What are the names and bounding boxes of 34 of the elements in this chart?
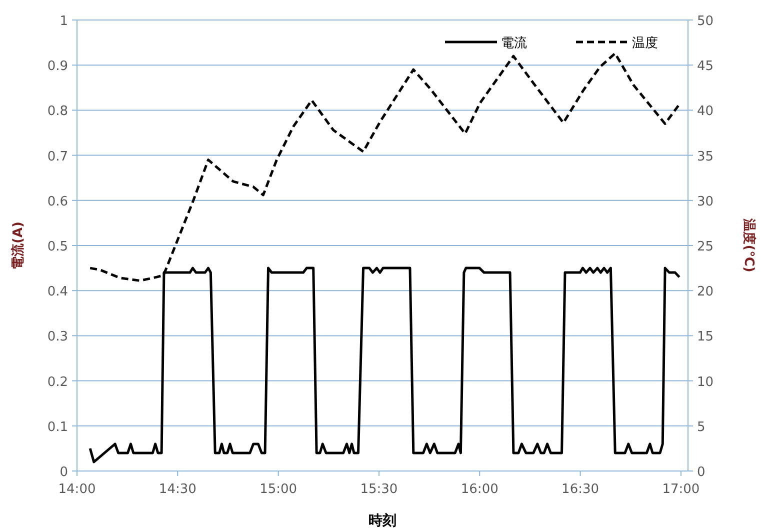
y2-tick-label: 30 bbox=[697, 194, 714, 210]
legend-label: 電流 bbox=[501, 35, 527, 51]
y2-axis-title: 温度(℃) bbox=[741, 218, 757, 272]
legend-label: 温度 bbox=[632, 35, 658, 51]
x-tick-label: 14:00 bbox=[58, 482, 96, 497]
y2-tick-label: 10 bbox=[697, 374, 714, 390]
y2-tick-label: 45 bbox=[697, 59, 714, 74]
x-tick-label: 17:00 bbox=[662, 482, 700, 497]
x-tick-label: 16:00 bbox=[460, 482, 498, 497]
y2-tick-label: 35 bbox=[697, 149, 714, 164]
y-tick-label: 0 bbox=[60, 465, 68, 480]
y2-tick-label: 25 bbox=[697, 240, 714, 254]
y2-tick-label: 0 bbox=[697, 465, 706, 480]
x-tick-label: 15:00 bbox=[260, 482, 298, 497]
y-tick-label: 0.5 bbox=[47, 240, 68, 254]
y2-tick-label: 5 bbox=[697, 420, 706, 435]
x-axis-title: 時刻 bbox=[368, 512, 396, 529]
x-tick-label: 15:30 bbox=[360, 482, 398, 497]
y2-tick-label: 15 bbox=[697, 330, 714, 345]
y2-tick-label: 20 bbox=[697, 284, 714, 300]
y-tick-label: 0.7 bbox=[47, 149, 68, 164]
y-tick-label: 0.6 bbox=[47, 194, 68, 210]
y-axis-title: 電流(A) bbox=[10, 222, 26, 270]
x-tick-label: 16:30 bbox=[562, 482, 600, 497]
y-tick-label: 0.8 bbox=[47, 104, 68, 120]
y-tick-label: 0.4 bbox=[47, 284, 68, 300]
y-tick-label: 0.2 bbox=[47, 374, 68, 390]
y-tick-label: 0.3 bbox=[47, 330, 68, 345]
y2-tick-label: 50 bbox=[697, 14, 714, 29]
y-tick-label: 1 bbox=[60, 14, 68, 29]
y-tick-label: 0.9 bbox=[47, 59, 68, 74]
y2-tick-label: 40 bbox=[697, 104, 714, 120]
x-tick-label: 14:30 bbox=[158, 482, 196, 497]
y-tick-label: 0.1 bbox=[47, 420, 68, 435]
